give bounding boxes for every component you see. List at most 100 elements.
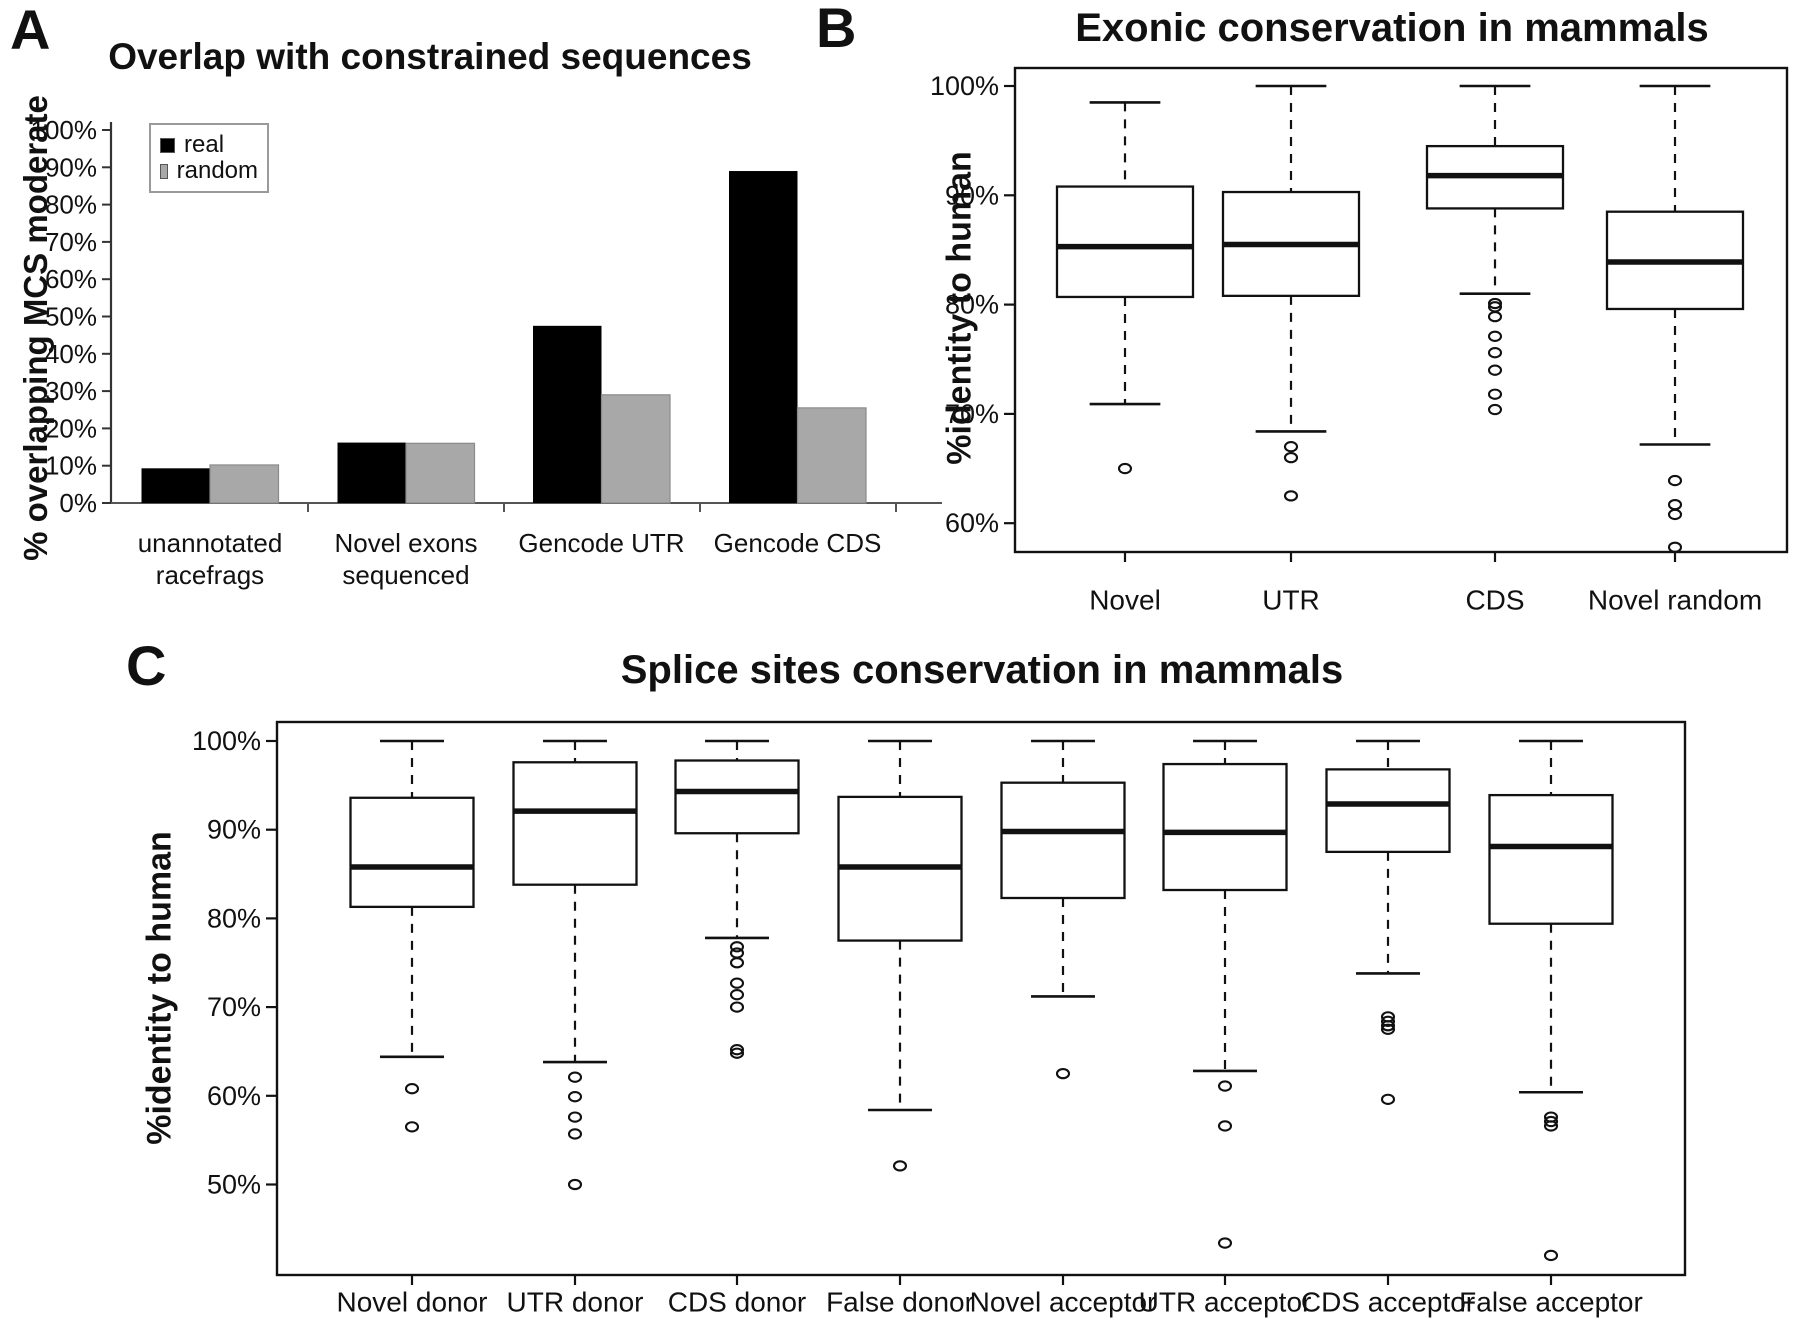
outlier-point-false-acceptor bbox=[1543, 1120, 1559, 1132]
outlier-point-cds-donor bbox=[729, 977, 745, 989]
outlier-point-cds-donor bbox=[729, 989, 745, 1001]
outlier-point-cds bbox=[1487, 330, 1503, 342]
outlier-point-novel bbox=[1117, 462, 1133, 475]
outlier-point-cds bbox=[1487, 297, 1503, 310]
panel-c-letter: C bbox=[126, 634, 167, 697]
bar-random-gencode-cds bbox=[796, 407, 867, 504]
c-y-tick-label: 90% bbox=[207, 815, 261, 845]
panel-a-y-axis-label: % overlapping MCS moderate bbox=[17, 95, 54, 561]
legend-swatch-random bbox=[160, 163, 168, 179]
c-category-label: UTR acceptor bbox=[1139, 1287, 1312, 1318]
a-y-tick-label: 0% bbox=[59, 488, 97, 518]
b-category-label: Novel bbox=[1089, 585, 1161, 616]
c-y-tick-label: 50% bbox=[207, 1170, 261, 1200]
b-y-tick-label: 100% bbox=[930, 71, 999, 101]
outlier-point-utr-donor bbox=[567, 1178, 583, 1191]
outlier-point-cds-donor bbox=[729, 1001, 745, 1013]
b-y-tick-label: 70% bbox=[945, 399, 999, 429]
c-y-tick-label: 100% bbox=[192, 726, 261, 756]
bar-random-gencode-utr bbox=[600, 394, 671, 504]
c-plot-border bbox=[275, 720, 1687, 1277]
c-category-label: False donor bbox=[826, 1287, 974, 1318]
a-y-tick-label: 20% bbox=[45, 413, 97, 443]
outlier-point-cds-donor bbox=[729, 947, 745, 959]
outlier-point-cds-donor bbox=[729, 941, 745, 953]
outlier-point-cds bbox=[1487, 347, 1503, 359]
outlier-point-utr-donor bbox=[567, 1091, 583, 1103]
outlier-point-utr bbox=[1283, 490, 1299, 502]
legend-item-real: real bbox=[160, 133, 258, 157]
c-category-label: CDS donor bbox=[668, 1287, 807, 1318]
c-category-label: UTR donor bbox=[507, 1287, 644, 1318]
b-y-tick-label: 90% bbox=[945, 180, 999, 210]
outlier-point-novel-random bbox=[1667, 498, 1683, 511]
box-novel-acceptor bbox=[1000, 781, 1126, 900]
bar-random-unannotated bbox=[209, 464, 280, 504]
bar-real-gencode-utr bbox=[533, 325, 602, 503]
panel-b-letter: B bbox=[816, 0, 857, 59]
a-category-label: Gencode CDS bbox=[714, 528, 882, 558]
box-false-acceptor bbox=[1488, 793, 1614, 925]
outlier-point-cds bbox=[1487, 388, 1503, 400]
outlier-point-cds bbox=[1487, 310, 1503, 323]
bar-random-novel-exons bbox=[405, 442, 476, 504]
outlier-point-cds-acceptor bbox=[1380, 1023, 1396, 1035]
outlier-point-novel-donor bbox=[404, 1121, 420, 1133]
box-utr-donor bbox=[512, 761, 638, 886]
outlier-point-utr-donor bbox=[567, 1128, 583, 1140]
b-category-label: Novel random bbox=[1588, 585, 1762, 616]
outlier-point-utr-donor bbox=[567, 1111, 583, 1123]
outlier-point-utr-acceptor bbox=[1217, 1237, 1233, 1249]
outlier-point-novel-donor bbox=[404, 1083, 420, 1095]
outlier-point-cds-donor bbox=[729, 957, 745, 969]
c-category-label: False acceptor bbox=[1459, 1287, 1643, 1318]
box-utr-acceptor bbox=[1162, 762, 1288, 892]
panel-a-title: Overlap with constrained sequences bbox=[108, 36, 752, 77]
outlier-point-false-acceptor bbox=[1543, 1249, 1559, 1262]
outlier-point-utr-donor bbox=[567, 1071, 583, 1083]
legend-label-random: random bbox=[176, 157, 258, 184]
legend-swatch-real bbox=[160, 137, 175, 153]
panel-c-title: Splice sites conservation in mammals bbox=[620, 648, 1344, 692]
a-category-label: unannotated bbox=[138, 528, 283, 558]
a-category-label: sequenced bbox=[342, 560, 469, 590]
panel-a-legend: real random bbox=[149, 123, 269, 193]
b-plot-border bbox=[1013, 66, 1789, 554]
outlier-point-cds bbox=[1487, 403, 1503, 416]
outlier-point-cds-donor bbox=[729, 1047, 745, 1059]
a-y-tick-label: 40% bbox=[45, 339, 97, 369]
a-category-label: racefrags bbox=[156, 560, 264, 590]
outlier-point-utr bbox=[1283, 451, 1299, 464]
bar-real-novel-exons bbox=[337, 442, 406, 503]
outlier-point-false-acceptor bbox=[1543, 1115, 1559, 1128]
outlier-point-cds-acceptor bbox=[1380, 1015, 1396, 1027]
box-novel bbox=[1055, 185, 1195, 299]
outlier-point-false-donor bbox=[892, 1160, 908, 1172]
a-y-tick-label: 80% bbox=[45, 190, 97, 220]
outlier-point-utr-acceptor bbox=[1217, 1080, 1233, 1092]
a-y-tick-label: 90% bbox=[45, 152, 97, 182]
outlier-point-cds-acceptor bbox=[1380, 1093, 1396, 1105]
bar-real-unannotated bbox=[141, 468, 210, 503]
outlier-point-utr-acceptor bbox=[1217, 1120, 1233, 1132]
a-y-tick-label: 30% bbox=[45, 376, 97, 406]
c-category-label: CDS acceptor bbox=[1301, 1287, 1475, 1318]
a-category-label: Gencode UTR bbox=[518, 528, 684, 558]
outlier-point-cds-donor bbox=[729, 1044, 745, 1056]
b-y-tick-label: 80% bbox=[945, 290, 999, 320]
a-category-label: Novel exons bbox=[334, 528, 477, 558]
c-category-label: Novel acceptor bbox=[970, 1287, 1157, 1318]
b-category-label: UTR bbox=[1262, 585, 1320, 616]
panel-b-y-axis-label: %identity to human bbox=[940, 151, 979, 465]
outlier-point-novel-random bbox=[1667, 474, 1683, 487]
box-cds-donor bbox=[674, 759, 800, 835]
outlier-point-novel-acceptor bbox=[1055, 1067, 1071, 1080]
c-y-tick-label: 60% bbox=[207, 1081, 261, 1111]
b-category-label: CDS bbox=[1465, 585, 1524, 616]
outlier-point-novel-random bbox=[1667, 541, 1683, 553]
a-y-tick-label: 70% bbox=[45, 227, 97, 257]
legend-label-real: real bbox=[184, 131, 225, 158]
outlier-point-cds-acceptor bbox=[1380, 1020, 1396, 1032]
